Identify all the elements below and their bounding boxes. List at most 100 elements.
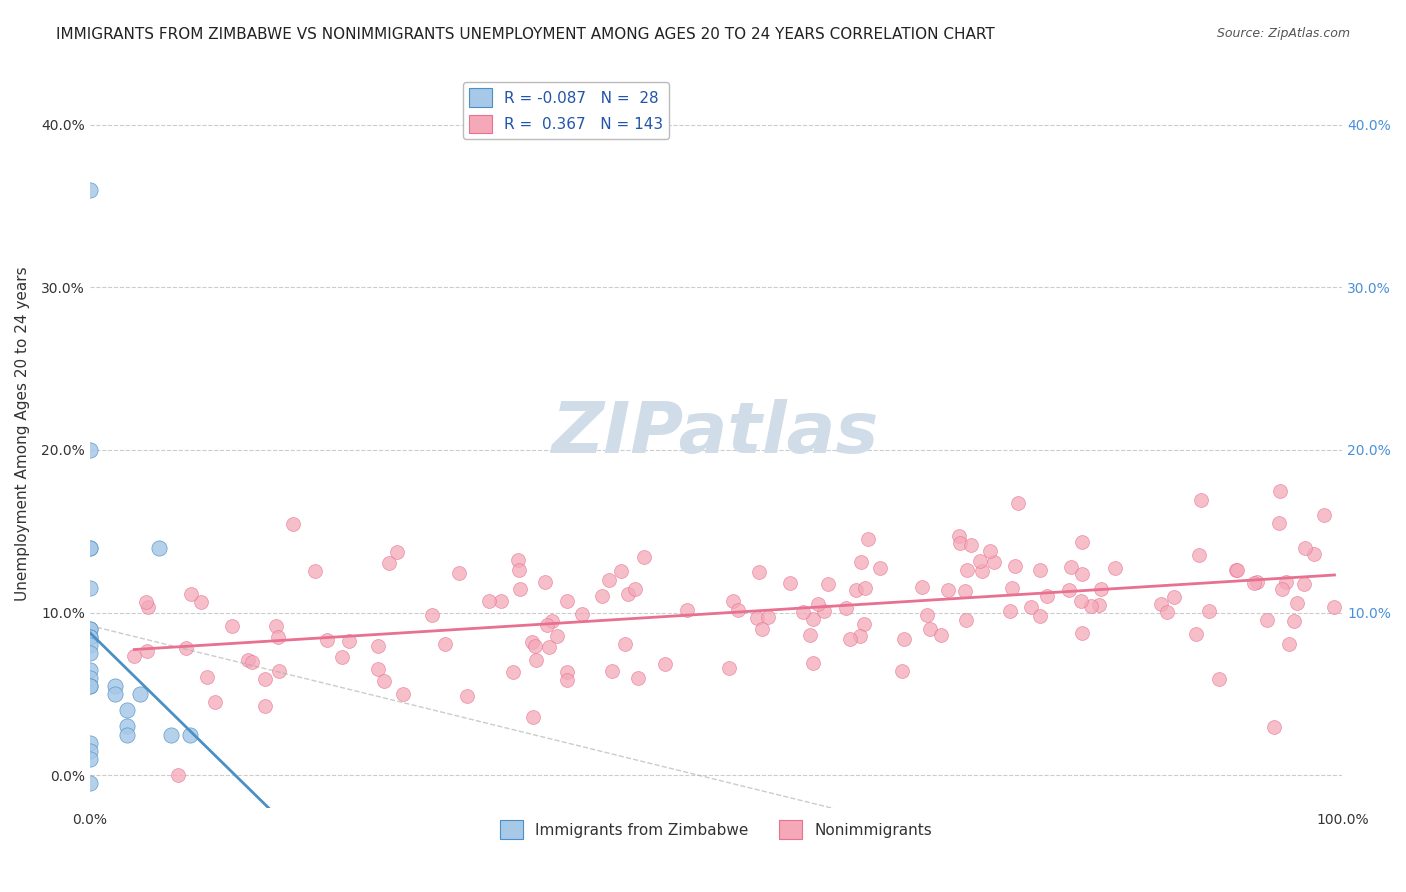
Immigrants from Zimbabwe [117, 703, 139, 717]
Immigrants from Zimbabwe [117, 727, 139, 741]
Text: ZIPatlas: ZIPatlas [553, 400, 880, 468]
Nonimmigrants [478, 594, 501, 608]
Nonimmigrants [546, 629, 568, 643]
Nonimmigrants [509, 582, 531, 597]
Nonimmigrants [449, 566, 471, 581]
Nonimmigrants [869, 561, 891, 575]
Nonimmigrants [1302, 547, 1324, 561]
Nonimmigrants [267, 630, 290, 644]
Nonimmigrants [813, 604, 835, 618]
Text: Source: ZipAtlas.com: Source: ZipAtlas.com [1216, 27, 1350, 40]
Immigrants from Zimbabwe [148, 541, 170, 555]
Immigrants from Zimbabwe [79, 671, 101, 685]
Nonimmigrants [136, 644, 159, 658]
Nonimmigrants [456, 689, 478, 703]
Nonimmigrants [204, 695, 226, 709]
Immigrants from Zimbabwe [79, 736, 101, 750]
Nonimmigrants [610, 564, 633, 578]
Nonimmigrants [624, 582, 647, 597]
Nonimmigrants [998, 603, 1021, 617]
Nonimmigrants [221, 618, 243, 632]
Nonimmigrants [893, 632, 915, 647]
Nonimmigrants [1028, 563, 1050, 577]
Nonimmigrants [1198, 604, 1220, 618]
Nonimmigrants [1271, 582, 1294, 596]
Nonimmigrants [654, 657, 676, 672]
Nonimmigrants [138, 599, 160, 614]
Nonimmigrants [602, 664, 624, 678]
Immigrants from Zimbabwe [79, 630, 101, 644]
Nonimmigrants [745, 611, 768, 625]
Immigrants from Zimbabwe [79, 581, 101, 595]
Nonimmigrants [845, 582, 868, 597]
Nonimmigrants [254, 672, 277, 686]
Nonimmigrants [675, 603, 697, 617]
Nonimmigrants [180, 587, 202, 601]
Nonimmigrants [195, 670, 218, 684]
Nonimmigrants [956, 563, 979, 577]
Immigrants from Zimbabwe [79, 679, 101, 693]
Immigrants from Zimbabwe [79, 776, 101, 790]
Nonimmigrants [367, 639, 389, 653]
Nonimmigrants [571, 607, 593, 621]
Nonimmigrants [856, 533, 879, 547]
Nonimmigrants [330, 649, 353, 664]
Nonimmigrants [983, 555, 1005, 569]
Immigrants from Zimbabwe [79, 622, 101, 636]
Nonimmigrants [849, 629, 872, 643]
Nonimmigrants [240, 655, 263, 669]
Nonimmigrants [1070, 594, 1092, 608]
Text: IMMIGRANTS FROM ZIMBABWE VS NONIMMIGRANTS UNEMPLOYMENT AMONG AGES 20 TO 24 YEARS: IMMIGRANTS FROM ZIMBABWE VS NONIMMIGRANT… [56, 27, 995, 42]
Immigrants from Zimbabwe [79, 541, 101, 555]
Nonimmigrants [124, 648, 146, 663]
Nonimmigrants [1323, 600, 1346, 615]
Nonimmigrants [1090, 582, 1112, 597]
Nonimmigrants [264, 618, 287, 632]
Immigrants from Zimbabwe [104, 679, 127, 693]
Nonimmigrants [890, 664, 912, 678]
Nonimmigrants [936, 582, 959, 597]
Nonimmigrants [1035, 589, 1057, 603]
Nonimmigrants [1263, 720, 1285, 734]
Nonimmigrants [979, 544, 1001, 558]
Nonimmigrants [1021, 599, 1043, 614]
Nonimmigrants [849, 556, 872, 570]
Nonimmigrants [1188, 548, 1211, 562]
Nonimmigrants [748, 565, 770, 579]
Nonimmigrants [970, 565, 993, 579]
Nonimmigrants [522, 635, 544, 649]
Nonimmigrants [433, 638, 456, 652]
Nonimmigrants [1004, 559, 1026, 574]
Immigrants from Zimbabwe [79, 679, 101, 693]
Nonimmigrants [727, 603, 749, 617]
Nonimmigrants [1286, 596, 1309, 610]
Nonimmigrants [1275, 575, 1298, 590]
Immigrants from Zimbabwe [79, 442, 101, 457]
Nonimmigrants [1282, 614, 1305, 628]
Nonimmigrants [799, 628, 821, 642]
Nonimmigrants [1088, 598, 1111, 612]
Nonimmigrants [1156, 605, 1178, 619]
Nonimmigrants [522, 710, 544, 724]
Nonimmigrants [1070, 566, 1092, 581]
Nonimmigrants [1007, 496, 1029, 510]
Nonimmigrants [1208, 672, 1230, 686]
Nonimmigrants [526, 653, 548, 667]
Nonimmigrants [508, 564, 530, 578]
Nonimmigrants [633, 549, 655, 564]
Nonimmigrants [835, 601, 858, 615]
Immigrants from Zimbabwe [104, 687, 127, 701]
Nonimmigrants [1256, 614, 1278, 628]
Nonimmigrants [955, 583, 977, 598]
Immigrants from Zimbabwe [79, 541, 101, 555]
Immigrants from Zimbabwe [129, 687, 152, 701]
Nonimmigrants [337, 634, 360, 648]
Nonimmigrants [929, 628, 952, 642]
Nonimmigrants [491, 594, 513, 608]
Immigrants from Zimbabwe [79, 744, 101, 758]
Nonimmigrants [541, 614, 564, 628]
Nonimmigrants [598, 573, 620, 587]
Legend: Immigrants from Zimbabwe, Nonimmigrants: Immigrants from Zimbabwe, Nonimmigrants [494, 814, 938, 845]
Nonimmigrants [135, 595, 157, 609]
Nonimmigrants [538, 640, 561, 654]
